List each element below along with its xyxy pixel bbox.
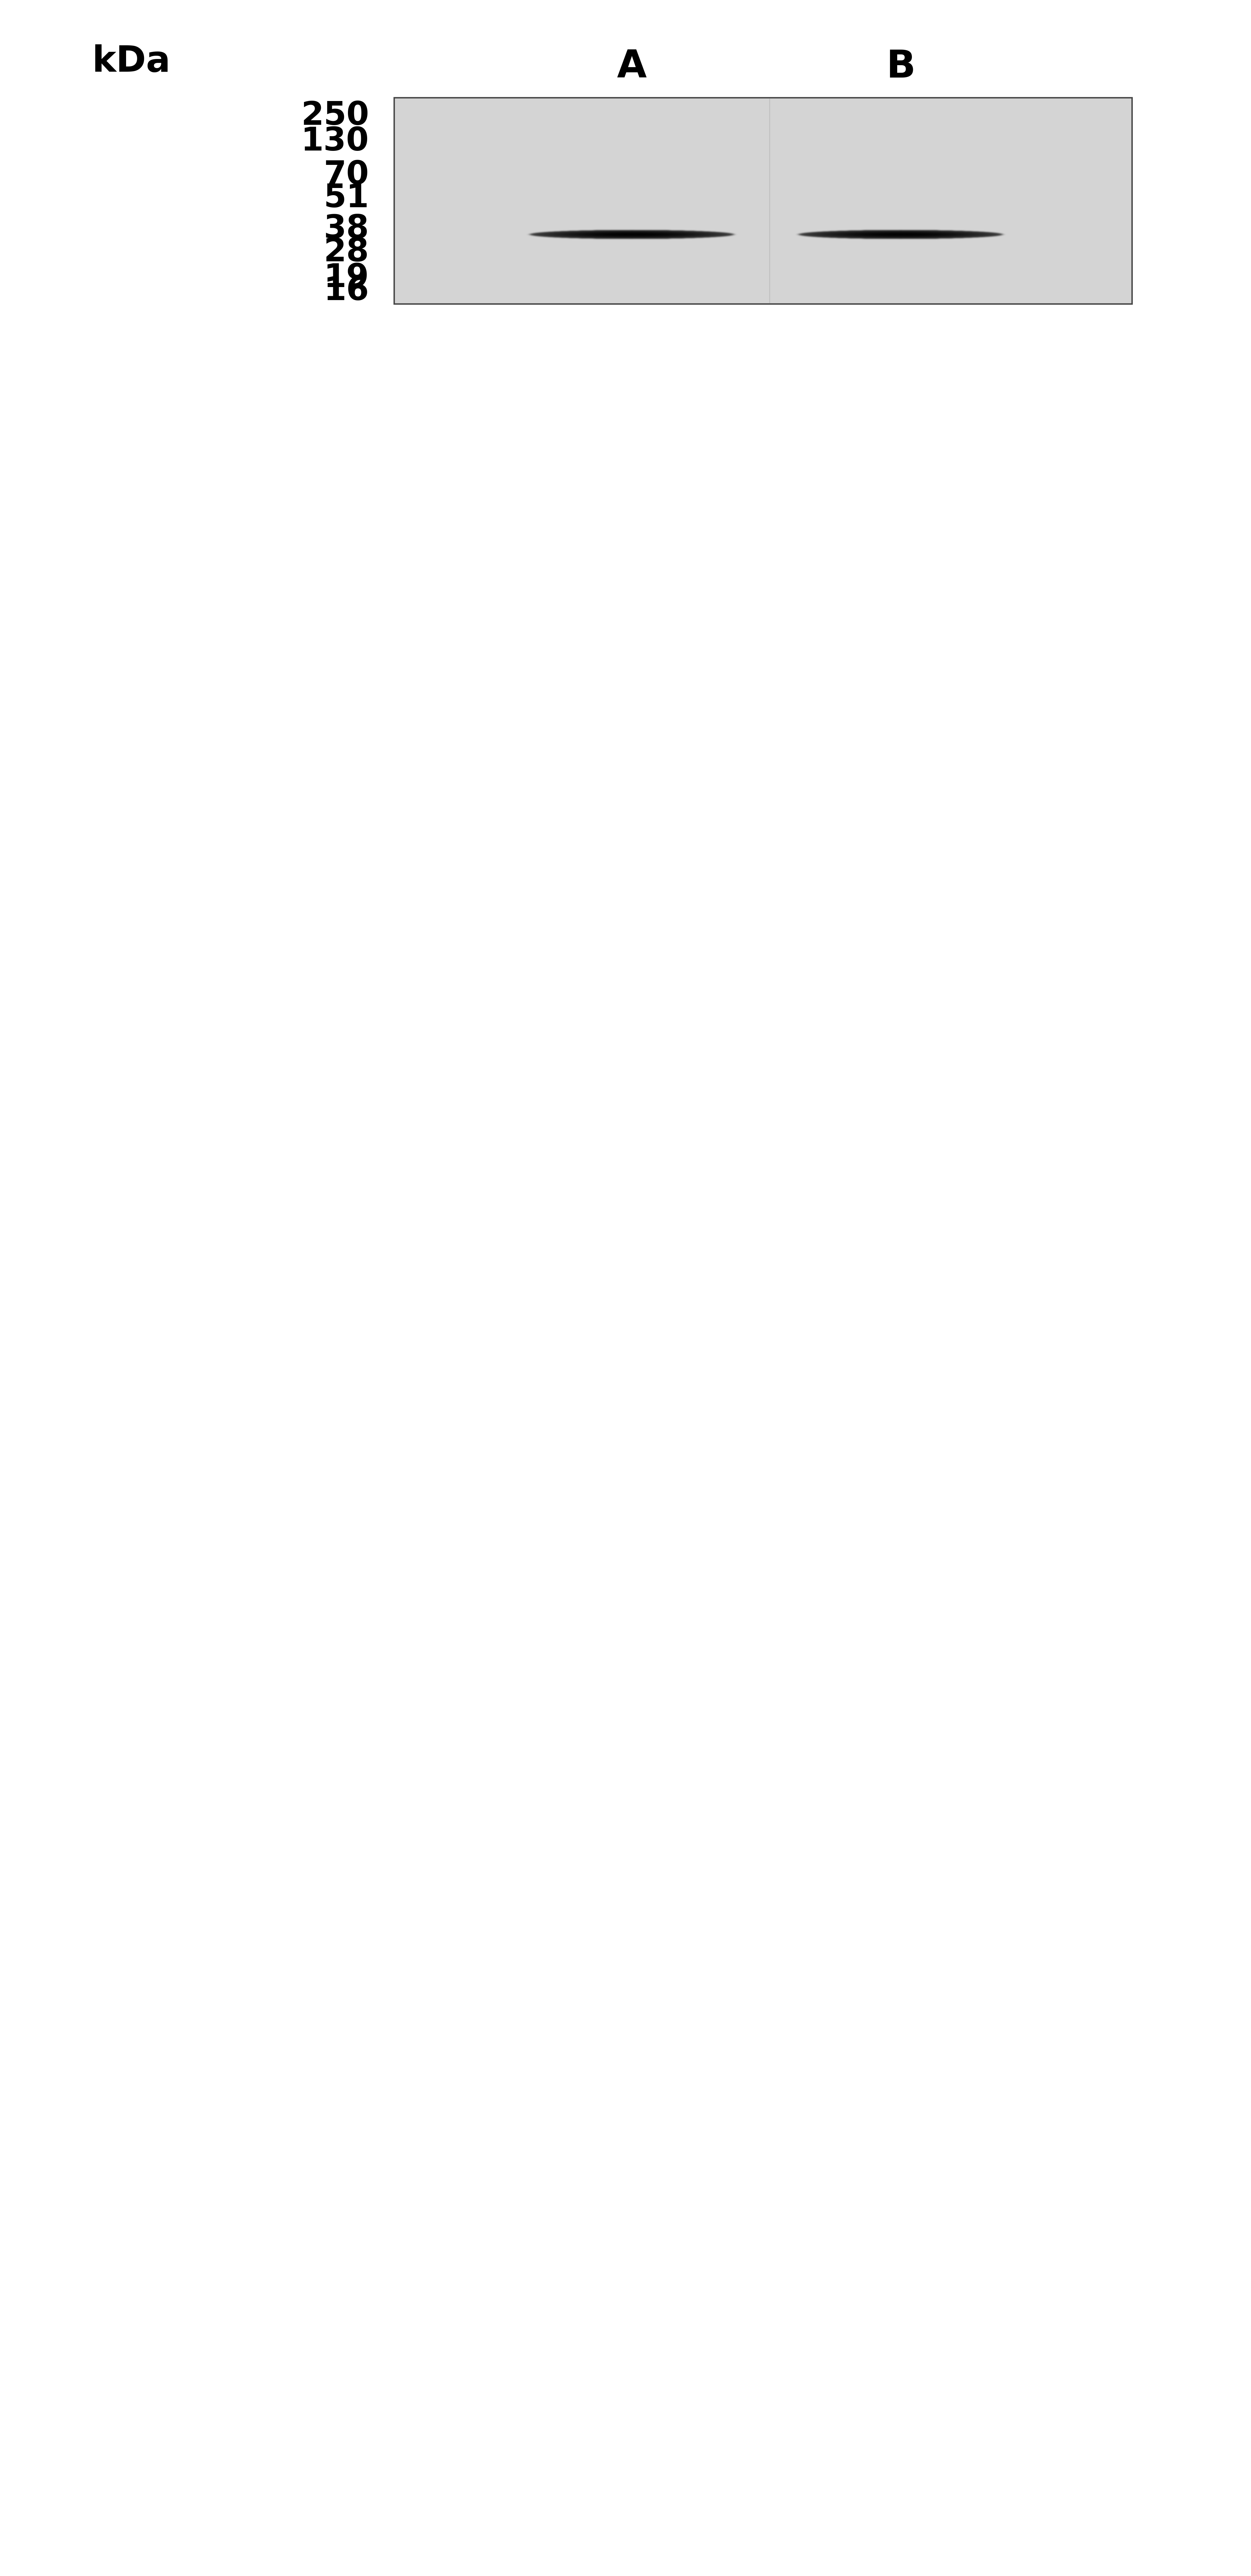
Text: 19: 19	[324, 263, 369, 294]
Bar	[394, 98, 1132, 304]
Text: B: B	[886, 49, 916, 85]
Text: 16: 16	[324, 276, 369, 307]
Text: kDa: kDa	[93, 44, 170, 80]
Text: 70: 70	[324, 160, 369, 191]
Bar	[394, 98, 1132, 304]
Text: 130: 130	[301, 126, 369, 157]
Text: A: A	[617, 49, 647, 85]
Text: 28: 28	[324, 237, 369, 268]
Text: 38: 38	[324, 214, 369, 245]
Text: 51: 51	[324, 183, 369, 214]
Text: 250: 250	[301, 100, 369, 131]
